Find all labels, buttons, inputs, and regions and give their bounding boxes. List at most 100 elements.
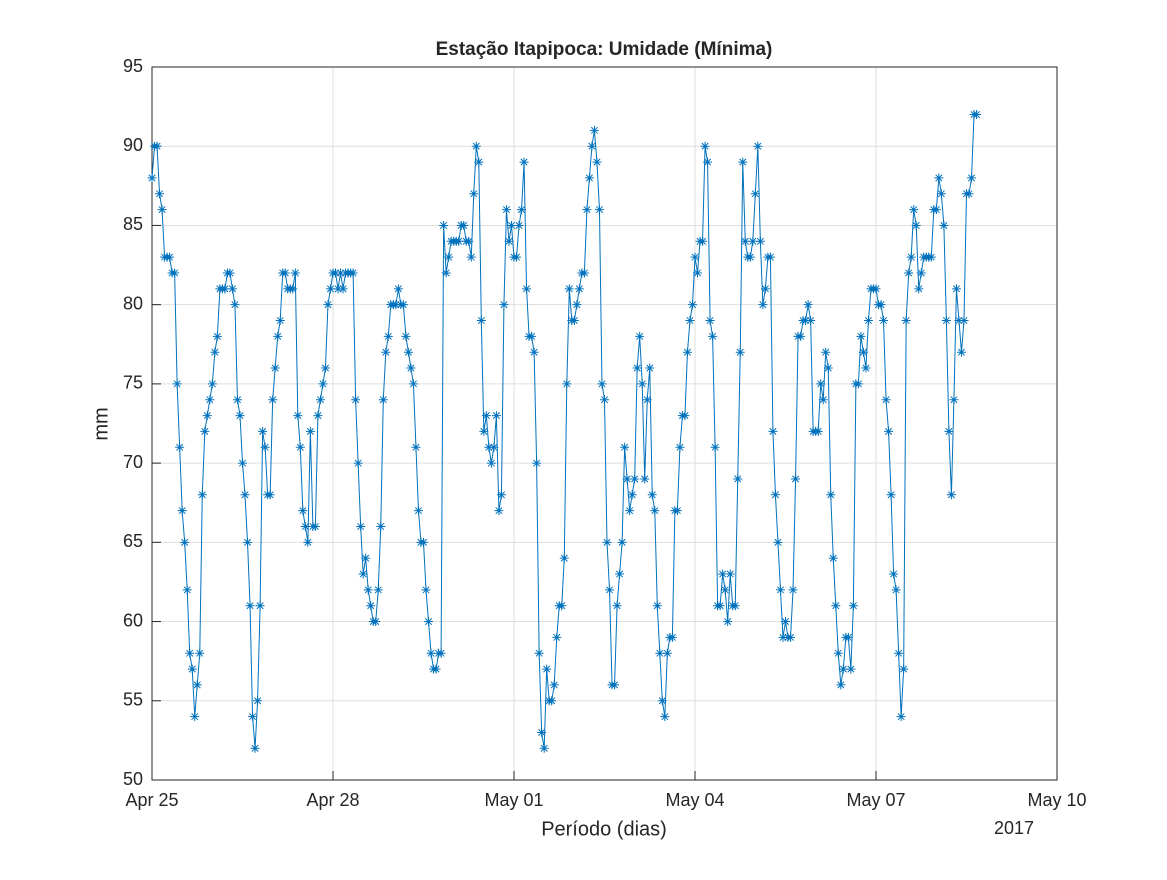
data-point (861, 363, 871, 373)
data-point (180, 537, 190, 547)
data-point (197, 490, 207, 500)
data-point (270, 363, 280, 373)
data-point (650, 506, 660, 516)
data-point (871, 284, 881, 294)
data-point (750, 189, 760, 199)
data-point (738, 157, 748, 167)
data-point (529, 347, 539, 357)
data-point (627, 490, 637, 500)
data-point (765, 252, 775, 262)
data-point (313, 411, 323, 421)
data-point (949, 395, 959, 405)
data-point (645, 363, 655, 373)
data-point (768, 426, 778, 436)
data-point (227, 284, 237, 294)
data-point (838, 664, 848, 674)
y-tick-label: 55 (123, 690, 143, 710)
data-point (594, 205, 604, 215)
data-point (813, 426, 823, 436)
data-point (615, 569, 625, 579)
data-point (398, 300, 408, 310)
data-point (182, 585, 192, 595)
data-point (848, 601, 858, 611)
data-point (889, 569, 899, 579)
y-tick-label: 75 (123, 373, 143, 393)
data-point (939, 220, 949, 230)
data-point (406, 363, 416, 373)
data-point (192, 680, 202, 690)
data-point (356, 521, 366, 531)
markers (147, 110, 982, 753)
data-point (818, 395, 828, 405)
data-point (348, 268, 358, 278)
data-point (539, 743, 549, 753)
data-point (439, 220, 449, 230)
data-point (881, 395, 891, 405)
data-point (381, 347, 391, 357)
y-tick-label: 50 (123, 769, 143, 789)
data-point (419, 537, 428, 547)
data-point (212, 331, 222, 341)
data-point (489, 442, 499, 452)
data-point (936, 189, 946, 199)
data-point (637, 379, 647, 389)
data-point (479, 426, 489, 436)
data-point (667, 632, 677, 642)
data-point (401, 331, 411, 341)
data-point (310, 521, 320, 531)
data-point (904, 268, 914, 278)
data-point (951, 284, 961, 294)
data-line (151, 114, 977, 749)
data-point (305, 426, 315, 436)
data-point (941, 316, 951, 326)
data-point (911, 220, 921, 230)
data-point (685, 316, 695, 326)
data-point (775, 585, 785, 595)
data-point (931, 205, 941, 215)
data-point (514, 220, 524, 230)
data-point (512, 252, 522, 262)
data-point (391, 300, 401, 310)
data-point (253, 696, 263, 706)
data-point (972, 110, 982, 120)
data-point (358, 569, 368, 579)
data-point (788, 585, 798, 595)
data-point (672, 506, 682, 516)
data-point (740, 236, 750, 246)
data-point (486, 458, 496, 468)
data-point (331, 268, 341, 278)
data-point (542, 664, 552, 674)
data-point (210, 347, 220, 357)
data-point (605, 585, 615, 595)
data-point (170, 268, 180, 278)
data-point (896, 712, 906, 722)
data-point (298, 506, 308, 516)
data-point (635, 331, 645, 341)
data-point (703, 157, 713, 167)
data-point (195, 648, 205, 658)
data-point (225, 268, 235, 278)
data-point (408, 379, 418, 389)
data-point (403, 347, 413, 357)
data-point (532, 458, 542, 468)
data-point (934, 173, 944, 183)
y-tick-label: 90 (123, 135, 143, 155)
data-point (856, 331, 866, 341)
data-point (690, 252, 700, 262)
data-point (187, 664, 197, 674)
data-point (205, 395, 215, 405)
data-point (547, 696, 557, 706)
data-point (165, 252, 175, 262)
data-point (899, 664, 909, 674)
x-tick-label: May 07 (846, 790, 905, 810)
data-point (436, 648, 446, 658)
data-point (474, 157, 484, 167)
data-point (280, 268, 290, 278)
data-point (642, 395, 652, 405)
data-point (657, 696, 667, 706)
data-point (916, 268, 926, 278)
data-point (625, 506, 635, 516)
data-point (760, 284, 770, 294)
